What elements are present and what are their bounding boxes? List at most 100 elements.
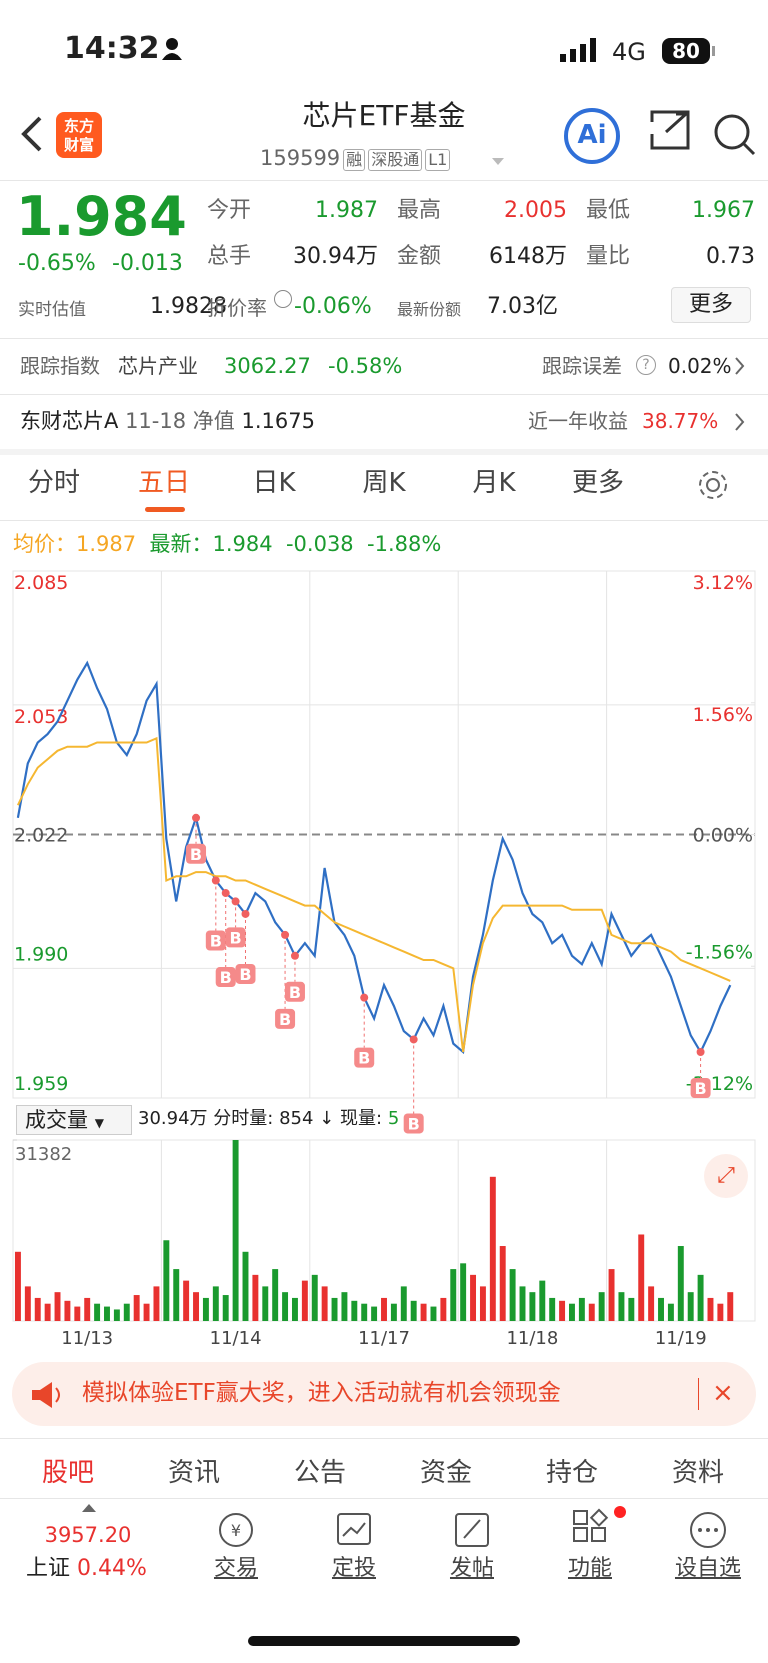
ai-button[interactable]: Ai — [577, 120, 607, 150]
section-tab[interactable]: 资讯 — [167, 1458, 220, 1488]
toolbar-item[interactable]: 发帖 — [449, 1556, 494, 1581]
volume-bar — [371, 1306, 378, 1321]
tab[interactable]: 月K — [472, 468, 516, 498]
tab[interactable]: 更多 — [571, 468, 624, 498]
marker-badge — [275, 1008, 296, 1029]
volume-bar — [450, 1269, 457, 1321]
volume-bar — [618, 1292, 625, 1321]
x-tick-label: 11/18 — [506, 1328, 558, 1349]
volume-select[interactable]: 成交量 ▼ — [16, 1105, 132, 1135]
volume-bar — [381, 1297, 387, 1321]
volume-bar — [430, 1306, 437, 1321]
marker-label: B — [358, 1049, 370, 1068]
error-label: 跟踪误差 — [542, 354, 622, 378]
settings-icon[interactable] — [696, 468, 730, 502]
index-row[interactable]: 上证 0.44% — [26, 1556, 147, 1581]
volume-bar — [94, 1303, 101, 1321]
volume-bar — [113, 1309, 120, 1321]
volume-bar — [519, 1286, 526, 1321]
volume-info: 30.94万 分时量: 854 ↓ 现量: 5 — [138, 1108, 400, 1129]
marker-badge — [403, 1113, 424, 1134]
stat-label: 量比 — [586, 244, 631, 269]
info-icon[interactable] — [274, 290, 292, 308]
logo: 东方 财富 — [63, 117, 94, 154]
volume-bar — [460, 1263, 467, 1321]
marker-label: B — [408, 1114, 420, 1133]
section-tab[interactable]: 资料 — [671, 1458, 724, 1488]
y-tick-label: 2.085 — [14, 572, 68, 594]
stat-label: 最低 — [586, 198, 631, 223]
buy-marker — [696, 1047, 705, 1056]
stat-value: 30.94万 — [293, 244, 378, 269]
section-tab[interactable]: 资金 — [419, 1458, 472, 1488]
toolbar-icons: ¥ — [219, 1506, 726, 1548]
volume-bar — [193, 1292, 199, 1321]
help-icon[interactable]: ? — [636, 355, 656, 375]
buy-marker — [192, 813, 201, 822]
more-button[interactable]: 更多 — [671, 287, 751, 323]
y2-tick-label: 3.12% — [693, 572, 753, 594]
icons — [21, 38, 756, 165]
volume-bar — [440, 1297, 447, 1321]
banner[interactable] — [12, 1362, 756, 1426]
marker-badge — [690, 1077, 711, 1098]
return: 38.77% — [642, 409, 719, 433]
volume-bar — [301, 1280, 308, 1321]
volume-bar — [707, 1297, 714, 1321]
volume-bar — [143, 1303, 150, 1321]
fund-row[interactable]: 东财芯片A 11-18 净值 1.1675 — [20, 409, 315, 433]
section-tab[interactable]: 股吧 — [41, 1458, 94, 1488]
volume-bar — [212, 1286, 219, 1321]
volume-bar — [687, 1292, 694, 1321]
buy-marker — [290, 951, 299, 960]
volume-bar — [588, 1303, 595, 1321]
volume-bar — [222, 1295, 229, 1321]
volume-bar — [34, 1297, 41, 1321]
volume-bar — [252, 1274, 259, 1321]
stat-label: 总手 — [207, 244, 252, 269]
tab[interactable]: 五日 — [137, 468, 190, 498]
section-tab[interactable]: 持仓 — [545, 1458, 598, 1488]
estimate-label: 实时估值 — [18, 300, 86, 320]
tab[interactable]: 分时 — [27, 468, 80, 498]
banner-close[interactable]: × — [712, 1378, 734, 1408]
section-tab[interactable]: 公告 — [293, 1458, 346, 1488]
marker-badge — [215, 967, 236, 988]
arrow-up — [82, 1504, 96, 1512]
volume-bar — [509, 1269, 516, 1321]
marker-label: B — [289, 983, 301, 1002]
y-tick-label: 1.990 — [14, 943, 68, 965]
volume-bar — [479, 1286, 486, 1321]
volume-bar — [628, 1297, 635, 1321]
volume-bar — [569, 1303, 575, 1321]
expand-button[interactable]: ⤢ — [704, 1154, 748, 1198]
volume-bar — [232, 1140, 239, 1321]
marker-label: B — [190, 845, 202, 864]
volume-bar — [321, 1286, 328, 1321]
toolbar-item[interactable]: 定投 — [331, 1556, 376, 1581]
stat-value: 2.005 — [504, 198, 567, 223]
volume-bar — [697, 1274, 704, 1321]
volume-tick-label: 31382 — [15, 1144, 72, 1165]
toolbar-item[interactable]: 功能 — [567, 1556, 612, 1581]
volume-bar — [262, 1286, 269, 1321]
volume-bar — [578, 1297, 585, 1321]
volume-bar — [470, 1274, 477, 1321]
chevrons — [735, 357, 745, 431]
stat-value: 1.987 — [315, 198, 378, 223]
avg-line — [16, 736, 731, 1053]
tab[interactable]: 周K — [362, 468, 406, 498]
volume-bar — [44, 1303, 51, 1321]
volume-bar — [549, 1297, 556, 1321]
marker-label: B — [239, 965, 251, 984]
volume-bar — [658, 1297, 664, 1321]
toolbar-item[interactable]: 交易 — [213, 1556, 258, 1581]
volume-bar — [677, 1246, 684, 1321]
volume-bar — [272, 1269, 279, 1321]
x-tick-label: 11/13 — [61, 1328, 113, 1349]
speaker-icon — [32, 1382, 60, 1408]
volume-bar — [499, 1246, 506, 1321]
tab[interactable]: 日K — [252, 468, 296, 498]
toolbar-item[interactable]: 设自选 — [674, 1556, 741, 1581]
network: 4G — [612, 38, 646, 66]
